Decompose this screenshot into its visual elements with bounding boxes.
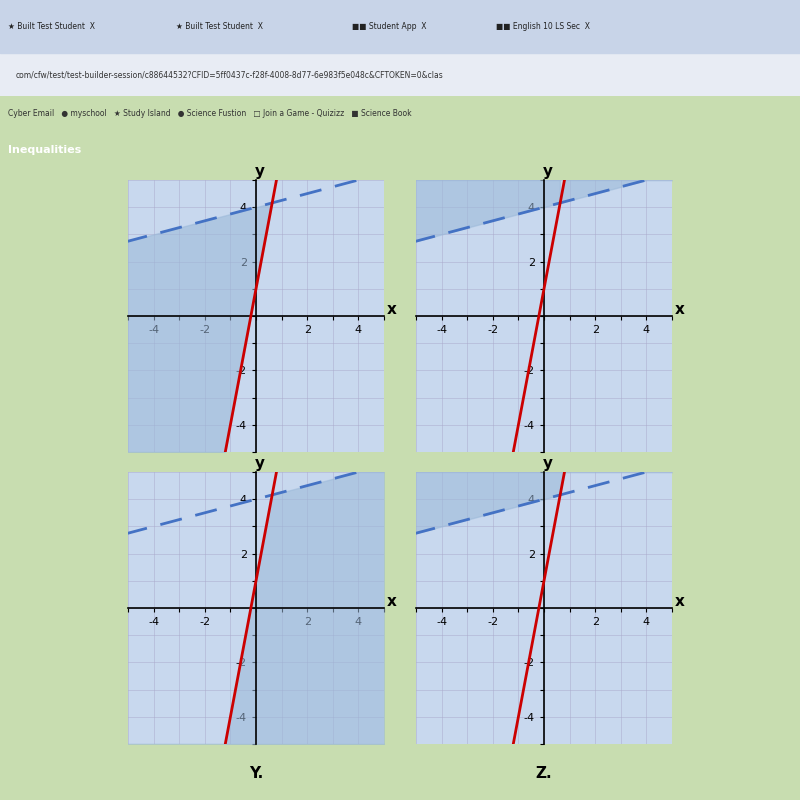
Text: X.: X. [535,474,553,489]
Text: x: x [386,594,397,609]
Text: ★ Built Test Student  X: ★ Built Test Student X [176,22,263,31]
Text: ■■ Student App  X: ■■ Student App X [352,22,426,31]
Text: y: y [543,164,553,179]
Text: ★ Built Test Student  X: ★ Built Test Student X [8,22,95,31]
Text: y: y [543,456,553,471]
Text: W.: W. [246,474,266,489]
Text: Y.: Y. [249,766,263,781]
Text: x: x [386,302,397,317]
Text: Inequalities: Inequalities [8,145,82,155]
Text: x: x [674,302,685,317]
Text: com/cfw/test/test-builder-session/c88644532?CFID=5ff0437c-f28f-4008-8d77-6e983f5: com/cfw/test/test-builder-session/c88644… [16,70,444,79]
Text: Cyber Email   ● myschool   ★ Study Island   ● Science Fustion   □ Join a Game - : Cyber Email ● myschool ★ Study Island ● … [8,110,412,118]
Text: y: y [255,164,265,179]
Bar [0,53,800,96]
Text: y: y [255,456,265,471]
Text: ■■ English 10 LS Sec  X: ■■ English 10 LS Sec X [496,22,590,31]
Text: x: x [674,594,685,609]
Text: Z.: Z. [536,766,552,781]
Bar [0,0,800,53]
